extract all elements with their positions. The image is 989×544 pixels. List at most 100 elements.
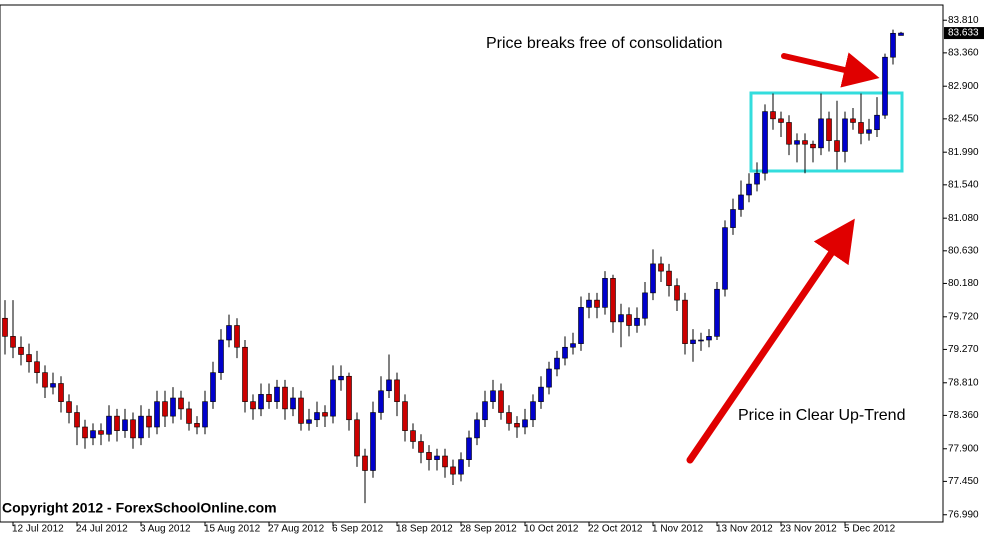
- copyright: Copyright 2012 - ForexSchoolOnline.com: [2, 500, 277, 516]
- candle-body: [114, 415, 120, 431]
- x-tick-label: 22 Oct 2012: [588, 524, 643, 535]
- candle-body: [546, 368, 552, 388]
- candle-body: [530, 401, 536, 421]
- candle-body: [682, 299, 688, 344]
- x-tick-label: 1 Nov 2012: [652, 524, 704, 535]
- annotation: Price breaks free of consolidation: [486, 35, 723, 52]
- candle-body: [898, 32, 904, 36]
- candle-body: [506, 412, 512, 424]
- price-label: 83.633: [948, 28, 979, 39]
- annotation: Price in Clear Up-Trend: [738, 407, 905, 424]
- candle-body: [626, 314, 632, 326]
- candle-body: [610, 278, 616, 323]
- candle-body: [690, 339, 696, 344]
- x-tick-label: 13 Nov 2012: [716, 524, 773, 535]
- x-tick-label: 3 Aug 2012: [140, 524, 191, 535]
- candle-body: [162, 401, 168, 417]
- candle-body: [810, 143, 816, 149]
- candle-body: [874, 114, 880, 131]
- y-tick-label: 81.990: [948, 147, 979, 158]
- y-tick-label: 77.450: [948, 476, 979, 487]
- candle-body: [498, 390, 504, 413]
- x-tick-label: 12 Jul 2012: [12, 524, 64, 535]
- candle-body: [554, 357, 560, 370]
- y-tick-label: 79.720: [948, 311, 979, 322]
- candle-body: [322, 412, 328, 417]
- candle-body: [770, 111, 776, 120]
- x-tick-label: 5 Dec 2012: [844, 524, 896, 535]
- candle-body: [370, 412, 376, 471]
- candle-body: [562, 346, 568, 359]
- x-tick-label: 18 Sep 2012: [396, 524, 453, 535]
- candle-body: [50, 383, 56, 388]
- candle-body: [634, 317, 640, 326]
- candle-body: [618, 314, 624, 323]
- x-tick-label: 6 Sep 2012: [332, 524, 384, 535]
- candle-body: [146, 415, 152, 428]
- candle-body: [794, 140, 800, 145]
- candle-body: [130, 419, 136, 439]
- y-tick-label: 77.900: [948, 443, 979, 454]
- candle-body: [282, 386, 288, 410]
- candle-body: [42, 372, 48, 388]
- candle-body: [186, 408, 192, 424]
- candle-body: [762, 111, 768, 174]
- candle-body: [866, 129, 872, 134]
- candle-body: [578, 307, 584, 344]
- candle-body: [170, 397, 176, 417]
- candle-body: [90, 430, 96, 439]
- candle-body: [202, 401, 208, 428]
- y-tick-label: 79.270: [948, 344, 979, 355]
- candle-body: [826, 118, 832, 141]
- candle-body: [850, 118, 856, 123]
- candle-body: [354, 419, 360, 457]
- candle-body: [666, 270, 672, 286]
- candle-body: [386, 379, 392, 392]
- candle-body: [330, 379, 336, 417]
- candle-body: [490, 390, 496, 402]
- candle-body: [466, 437, 472, 460]
- candle-body: [338, 375, 344, 381]
- candle-body: [234, 325, 240, 348]
- y-tick-label: 82.900: [948, 81, 979, 92]
- candle-body: [474, 419, 480, 439]
- x-tick-label: 24 Jul 2012: [76, 524, 128, 535]
- candle-body: [714, 288, 720, 337]
- y-tick-label: 78.360: [948, 410, 979, 421]
- x-tick-label: 15 Aug 2012: [204, 524, 261, 535]
- candle-body: [194, 423, 200, 428]
- candle-body: [378, 390, 384, 413]
- candle-body: [138, 415, 144, 439]
- candle-body: [250, 401, 256, 410]
- candle-body: [674, 285, 680, 301]
- candle-body: [2, 317, 8, 337]
- y-tick-label: 82.450: [948, 113, 979, 124]
- candle-body: [82, 426, 88, 439]
- candle-body: [834, 140, 840, 152]
- candle-body: [658, 263, 664, 272]
- candle-body: [746, 183, 752, 196]
- candle-body: [290, 397, 296, 410]
- arrow: [686, 218, 855, 464]
- candle-body: [154, 401, 160, 428]
- candle-body: [410, 430, 416, 442]
- x-tick-label: 23 Nov 2012: [780, 524, 837, 535]
- candle-body: [738, 194, 744, 210]
- candle-body: [434, 455, 440, 460]
- candle-body: [426, 452, 432, 460]
- candle-body: [242, 346, 248, 402]
- y-tick-label: 81.540: [948, 179, 979, 190]
- candle-body: [842, 118, 848, 152]
- candle-body: [594, 299, 600, 308]
- candle-body: [26, 354, 32, 363]
- candle-body: [306, 419, 312, 424]
- candle-body: [298, 397, 304, 424]
- candle-body: [10, 336, 16, 348]
- y-tick-label: 83.810: [948, 15, 979, 26]
- candle-body: [394, 379, 400, 402]
- candle-body: [570, 343, 576, 348]
- candle-body: [602, 278, 608, 308]
- candle-body: [522, 419, 528, 428]
- candle-body: [66, 401, 72, 413]
